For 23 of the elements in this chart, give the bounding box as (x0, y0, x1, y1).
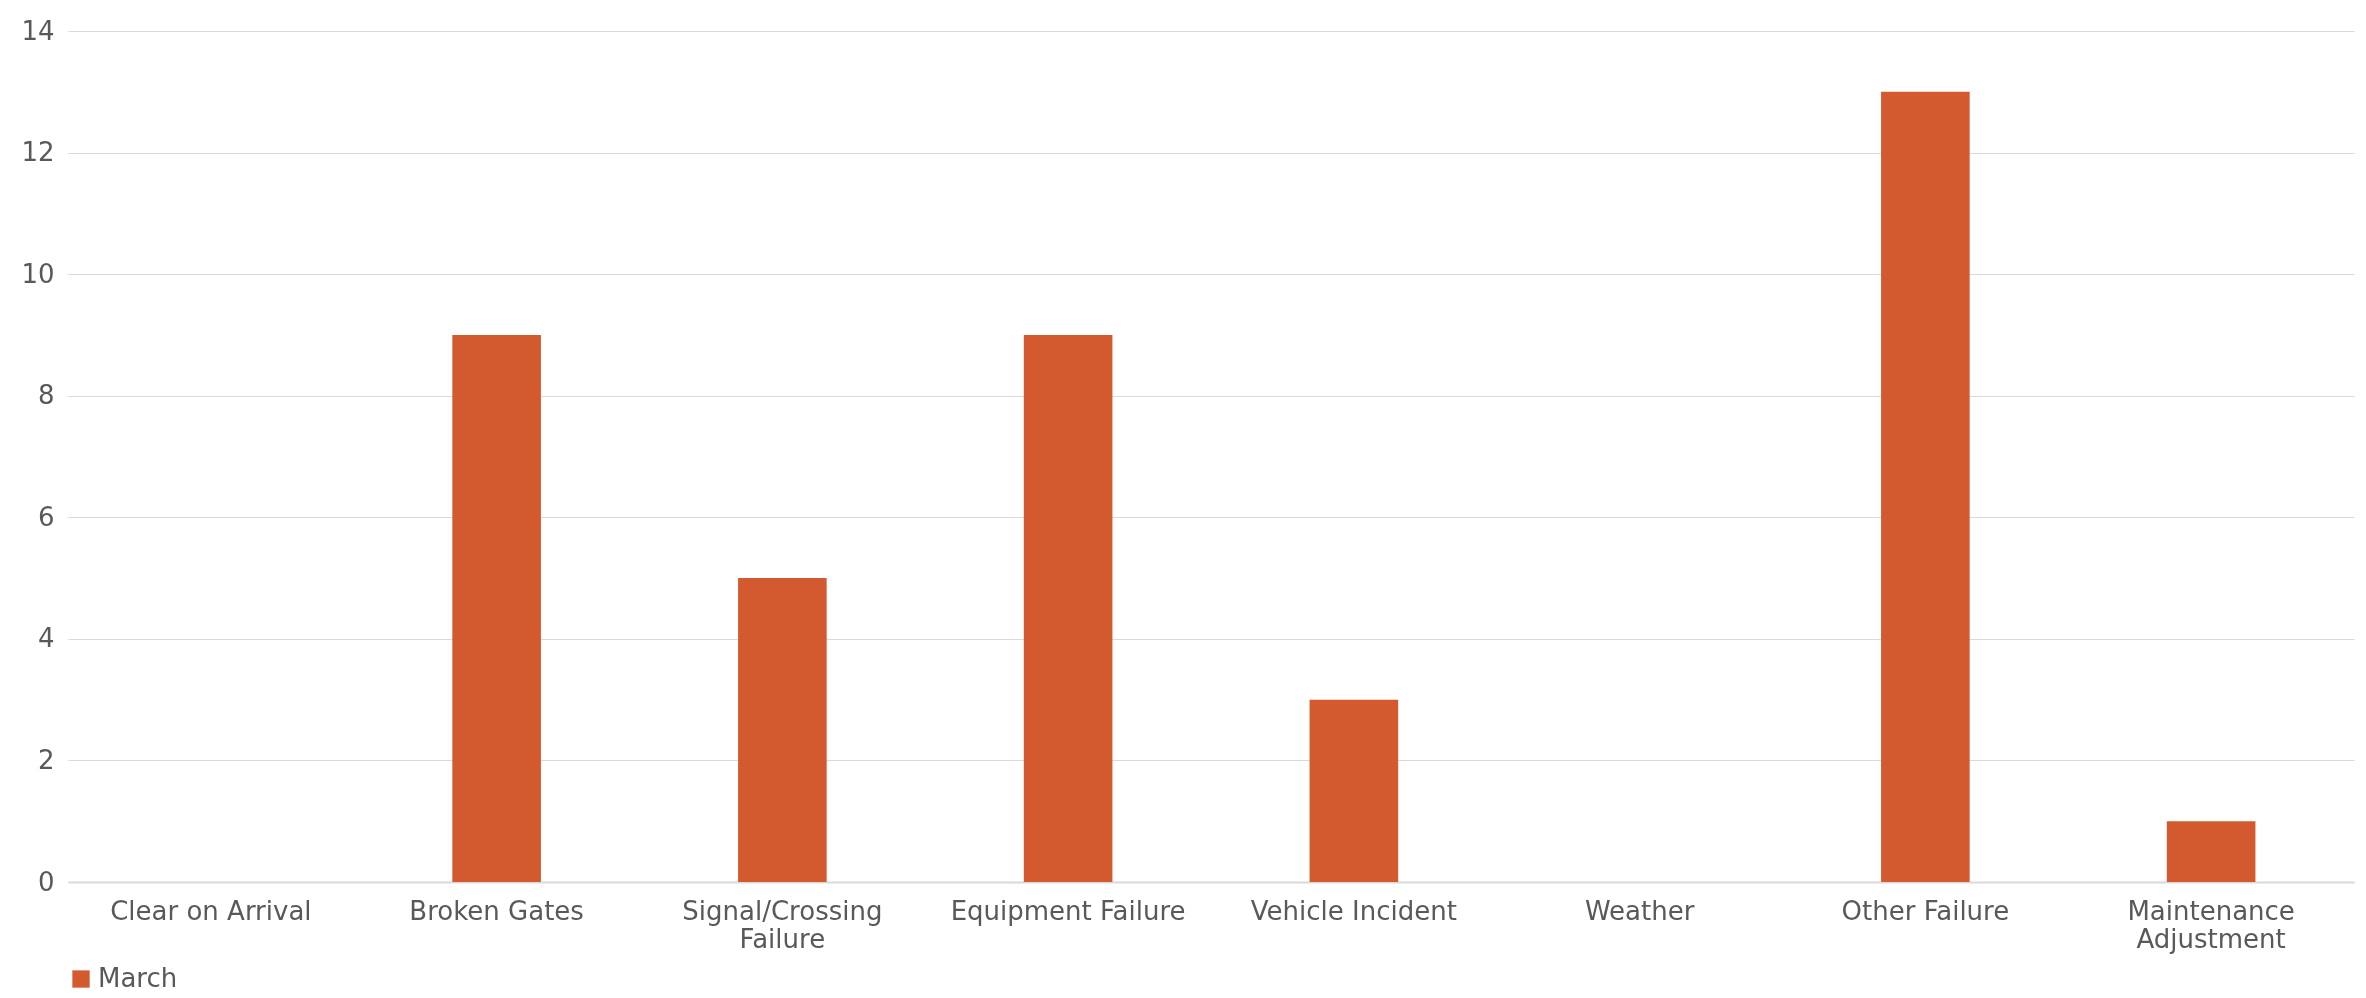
x-tick-label: Equipment Failure (950, 895, 1186, 926)
bar (1309, 699, 1399, 882)
x-tick-label: Vehicle Incident (1250, 895, 1457, 926)
y-tick-label: 12 (21, 137, 55, 168)
y-tick-label: 2 (37, 744, 55, 775)
bar (738, 578, 827, 882)
x-tick-label: Clear on Arrival (110, 895, 312, 926)
x-tick-label: Other Failure (1841, 895, 2010, 926)
y-tick-label: 10 (21, 258, 55, 289)
x-tick-label: Maintenance Adjustment (2127, 895, 2295, 954)
y-tick-label: 14 (21, 15, 55, 46)
x-tick-label: Signal/Crossing Failure (682, 895, 883, 954)
x-tick-label: Weather (1584, 895, 1695, 926)
bar (2166, 821, 2256, 882)
bar (1881, 91, 1970, 882)
legend-label: March (98, 963, 178, 993)
bar (1023, 334, 1113, 882)
y-tick-label: 4 (37, 623, 55, 654)
x-tick-label: Broken Gates (409, 895, 584, 926)
y-tick-label: 0 (37, 866, 55, 897)
bar (452, 334, 541, 882)
y-tick-label: 6 (37, 501, 55, 532)
y-tick-label: 8 (37, 380, 55, 411)
